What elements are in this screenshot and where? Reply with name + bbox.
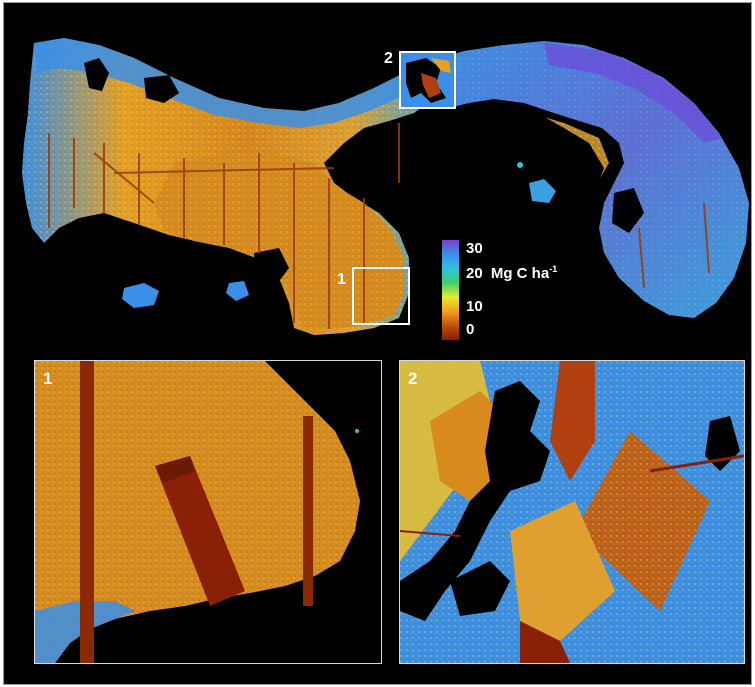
carbon-map-main <box>22 38 749 335</box>
legend-tick-20: 20 Mg C ha-1 <box>466 264 557 282</box>
legend-tick-20-value: 20 <box>466 265 483 282</box>
legend-unit: Mg C ha-1 <box>490 264 558 282</box>
map-marker-box-2 <box>399 51 456 109</box>
inset-label-2: 2 <box>408 369 418 388</box>
figure-frame: 1 2 30 20 Mg C ha-1 10 0 1 <box>3 2 752 685</box>
legend-unit-superscript: -1 <box>549 264 558 274</box>
map-marker-label-2: 2 <box>384 50 393 67</box>
legend-tick-0: 0 <box>466 321 475 338</box>
map-marker-label-1: 1 <box>337 271 346 288</box>
map-marker-box-1 <box>352 267 410 325</box>
inset-label-1: 1 <box>43 369 53 388</box>
inset-panel-1: 1 <box>34 360 382 664</box>
map-swath-lines <box>48 123 710 329</box>
map-land-north-strip <box>34 38 429 128</box>
legend-colorbar <box>442 240 459 340</box>
map-water-gulf <box>344 101 604 253</box>
inset-1-map <box>35 361 381 663</box>
marker-2-detail <box>401 53 454 107</box>
legend-tick-10: 10 <box>466 298 483 315</box>
legend-tick-30: 30 <box>466 240 483 257</box>
inset-panel-2: 2 <box>399 360 745 664</box>
inset-2-map <box>400 361 744 663</box>
legend-unit-text: Mg C ha <box>490 265 550 282</box>
